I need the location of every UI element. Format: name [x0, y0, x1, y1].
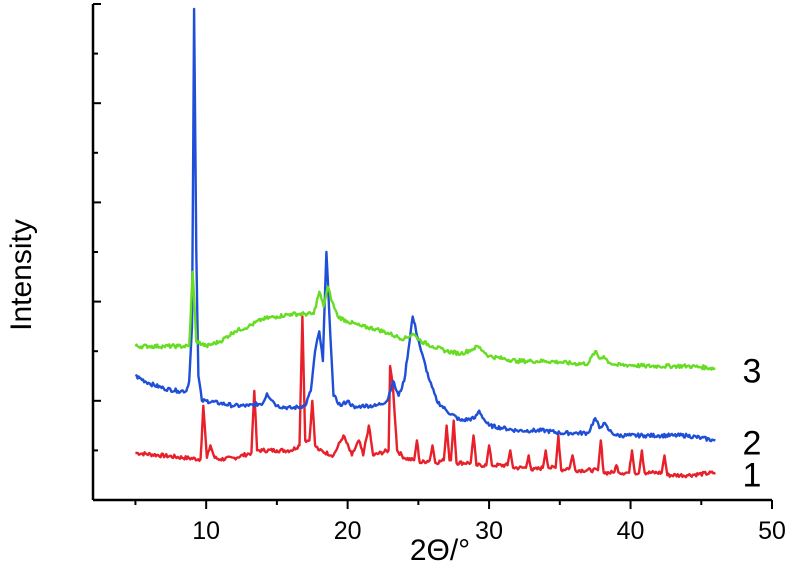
x-tick-label-0: 10 — [192, 517, 220, 545]
x-tick-label-2: 30 — [475, 517, 503, 545]
series-label-3: 3 — [743, 353, 762, 391]
series-line-2 — [134, 7, 716, 443]
series-lines — [134, 7, 716, 479]
series-line-3 — [134, 270, 716, 371]
series-label-2: 2 — [743, 424, 762, 462]
x-axis-title: 2Θ/° — [410, 534, 470, 567]
series-line-1 — [135, 315, 716, 479]
series-label-1: 1 — [743, 457, 762, 495]
x-tick-label-4: 50 — [758, 517, 786, 545]
y-axis-ticks — [93, 3, 101, 452]
x-tick-label-3: 40 — [617, 517, 645, 545]
y-axis-title: Intensity — [5, 219, 38, 331]
x-axis-ticks: 10 20 30 40 50 — [134, 500, 786, 545]
series-labels: 12 3 — [743, 353, 762, 495]
x-tick-label-1: 20 — [334, 517, 362, 545]
